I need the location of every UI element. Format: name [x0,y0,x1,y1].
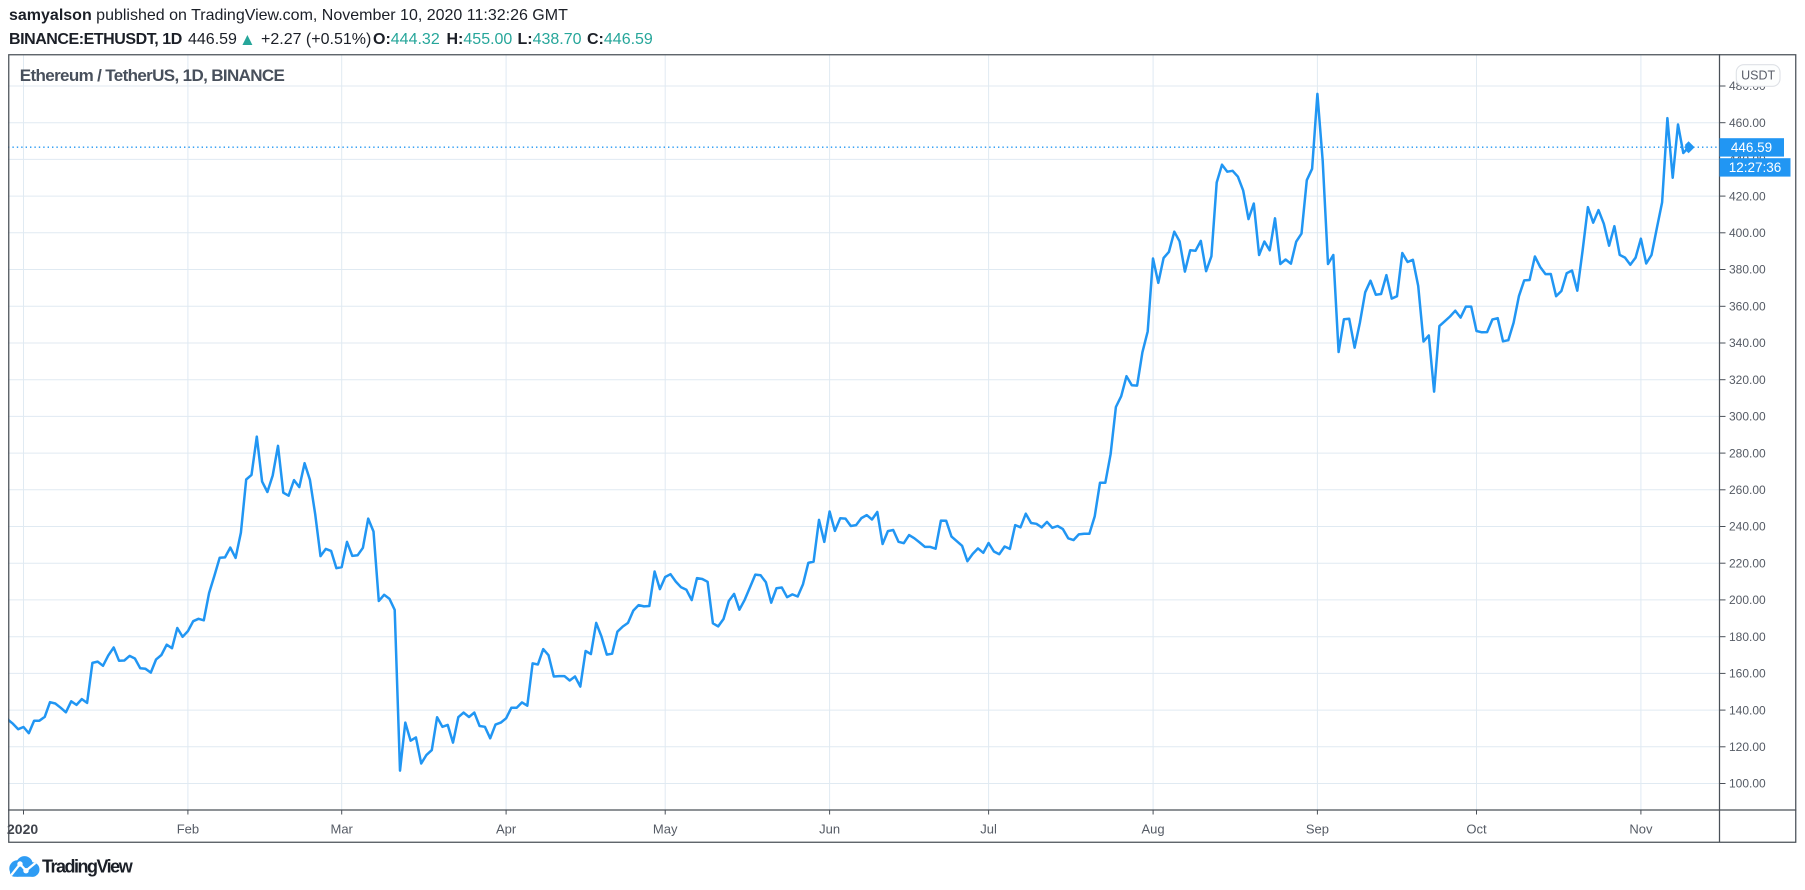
svg-text:Aug: Aug [1142,822,1165,837]
svg-text:180.00: 180.00 [1729,630,1766,644]
svg-text:446.59: 446.59 [1731,140,1772,155]
svg-text:200.00: 200.00 [1729,593,1766,607]
svg-text:Mar: Mar [331,822,354,837]
svg-text:320.00: 320.00 [1729,373,1766,387]
svg-text:12:27:36: 12:27:36 [1729,160,1782,175]
svg-text:380.00: 380.00 [1729,263,1766,277]
svg-text:Feb: Feb [177,822,199,837]
svg-text:260.00: 260.00 [1729,483,1766,497]
svg-text:120.00: 120.00 [1729,740,1766,754]
svg-text:220.00: 220.00 [1729,556,1766,570]
svg-text:420.00: 420.00 [1729,189,1766,203]
svg-text:300.00: 300.00 [1729,410,1766,424]
svg-text:100.00: 100.00 [1729,777,1766,791]
svg-text:Jun: Jun [819,822,840,837]
svg-text:Jul: Jul [980,822,997,837]
svg-text:240.00: 240.00 [1729,520,1766,534]
svg-text:Sep: Sep [1306,822,1329,837]
svg-text:400.00: 400.00 [1729,226,1766,240]
svg-text:Nov: Nov [1629,822,1653,837]
svg-text:TradingView: TradingView [42,857,134,877]
svg-text:140.00: 140.00 [1729,703,1766,717]
svg-text:340.00: 340.00 [1729,336,1766,350]
svg-text:Apr: Apr [496,822,517,837]
svg-text:280.00: 280.00 [1729,446,1766,460]
svg-text:May: May [653,822,678,837]
svg-text:Oct: Oct [1466,822,1487,837]
svg-text:2020: 2020 [7,821,38,837]
svg-text:460.00: 460.00 [1729,116,1766,130]
svg-text:Ethereum / TetherUS, 1D, BINAN: Ethereum / TetherUS, 1D, BINANCE [20,66,285,85]
svg-text:USDT: USDT [1741,69,1775,83]
svg-text:160.00: 160.00 [1729,667,1766,681]
svg-text:360.00: 360.00 [1729,300,1766,314]
